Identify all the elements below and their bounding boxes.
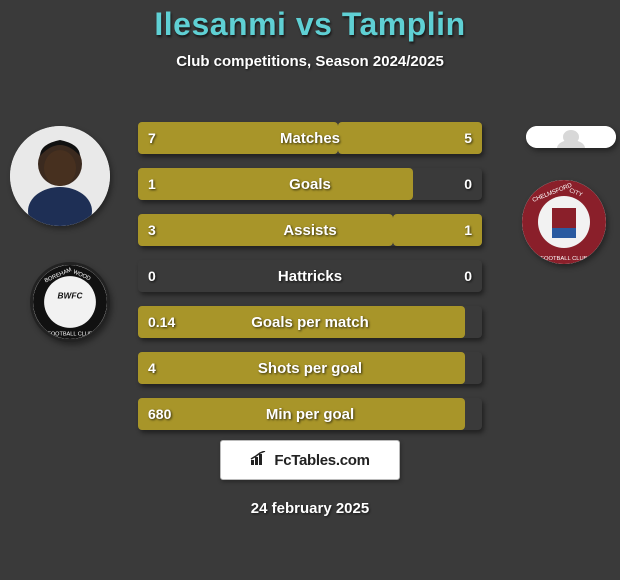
bar-fill-right: [393, 214, 482, 246]
crest-right: CHELMSFORD CITY FOOTBALL CLUB: [522, 180, 606, 264]
bar-label: Hattricks: [138, 260, 482, 292]
page-title: Ilesanmi vs Tamplin: [0, 6, 620, 43]
date: 24 february 2025: [0, 500, 620, 517]
bar-value-left: 0: [148, 260, 156, 292]
player-left-avatar: [10, 126, 110, 226]
bar-fill-right: [338, 122, 482, 154]
player-right-avatar: [526, 126, 616, 148]
stat-row: Hattricks0 0: [138, 260, 482, 292]
bar-fill-left: [138, 352, 465, 384]
svg-text:FOOTBALL CLUB: FOOTBALL CLUB: [47, 331, 92, 337]
logo-text: FcTables.com: [274, 452, 369, 469]
crest-left: BWFC BOREHAM WOOD FOOTBALL CLUB: [30, 262, 110, 342]
bar-fill-left: [138, 398, 465, 430]
bar-fill-left: [138, 306, 465, 338]
stat-row: Goals per match0.14: [138, 306, 482, 338]
stat-row: Min per goal680: [138, 398, 482, 430]
stat-row: Matches75: [138, 122, 482, 154]
chart-icon: [250, 451, 268, 470]
svg-text:BWFC: BWFC: [58, 290, 84, 300]
stat-row: Goals10: [138, 168, 482, 200]
bar-fill-left: [138, 214, 393, 246]
bar-fill-left: [138, 122, 338, 154]
stat-row: Assists31: [138, 214, 482, 246]
bar-fill-left: [138, 168, 413, 200]
stat-bars: Matches75Goals10Assists31Hattricks00Goal…: [138, 122, 482, 444]
fctables-logo: FcTables.com: [220, 440, 400, 480]
svg-text:FOOTBALL CLUB: FOOTBALL CLUB: [540, 256, 587, 262]
bar-value-right: 0: [464, 260, 472, 292]
subtitle: Club competitions, Season 2024/2025: [0, 53, 620, 70]
stat-row: Shots per goal4: [138, 352, 482, 384]
bar-value-right: 0: [464, 168, 472, 200]
